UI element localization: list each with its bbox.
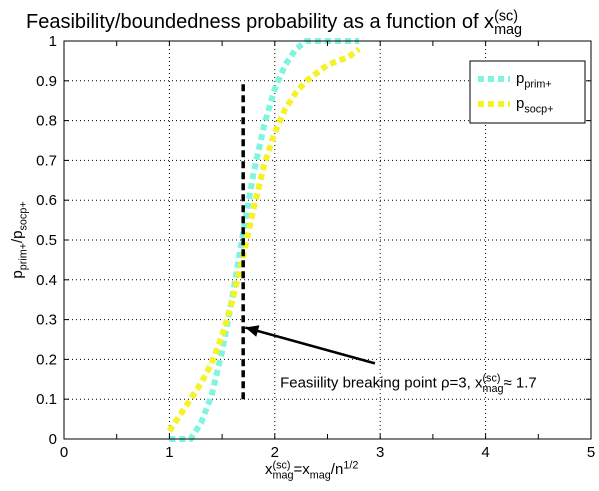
y-axis-label-part: p <box>9 270 26 278</box>
legend-box <box>469 60 586 124</box>
x-axis-label-part: 1/2 <box>343 459 358 471</box>
annotation-arrow-shaft <box>244 326 376 365</box>
y-axis-label-part: socp+ <box>18 201 30 230</box>
y-tick-label: 0 <box>49 431 57 448</box>
annotation-group: Feasiility breaking point ρ=3, x(sc) mag≈… <box>244 325 537 395</box>
legend-label-socp+: psocp+ <box>516 95 553 116</box>
axis-labels: 0 1 2 3 4 500.10.20.30.40.50.60.70.80.91x(sc)… <box>9 33 595 482</box>
y-tick-label: 0.9 <box>36 73 57 90</box>
y-tick-label: 0.4 <box>36 272 57 289</box>
x-axis-label-part: mag <box>310 470 331 482</box>
legend: pprim+psocp+ <box>469 60 586 124</box>
legend-label-prim+-part: prim+ <box>524 79 551 91</box>
y-tick-label: 0.3 <box>36 312 57 329</box>
x-axis-label-part: mag <box>273 470 294 482</box>
x-axis-label: x(sc) mag=xmag/n1/2 <box>265 459 358 481</box>
x-tick-label: 5 <box>587 444 595 461</box>
chart-title-part: Feasibility/boundedness probability as a… <box>26 11 494 33</box>
x-tick-label: 1 <box>165 444 173 461</box>
y-tick-label: 1 <box>49 33 57 50</box>
axis-ticks <box>63 40 592 440</box>
x-axis-label-part: =x <box>294 461 311 478</box>
legend-label-prim+-part: p <box>516 70 524 87</box>
y-tick-label: 0.2 <box>36 351 57 368</box>
x-tick-label: 3 <box>376 444 384 461</box>
chart-title: Feasibility/boundedness probability as a… <box>26 8 522 38</box>
y-axis-label-part: /p <box>9 230 26 243</box>
annotation-text-part: mag <box>482 383 503 395</box>
y-axis-label: pprim+/psocp+ <box>9 201 30 278</box>
annotation-text-part: ≈ 1.7 <box>503 374 536 391</box>
y-tick-label: 0.5 <box>36 232 57 249</box>
x-tick-label: 4 <box>481 444 489 461</box>
chart-title-part: mag <box>494 22 522 38</box>
x-tick-label: 2 <box>271 444 279 461</box>
chart-title-part: (sc) <box>494 8 518 24</box>
x-tick-label: 0 <box>60 444 68 461</box>
y-axis-label-part: prim+ <box>18 243 30 270</box>
legend-label-socp+-part: p <box>516 95 524 112</box>
y-tick-label: 0.6 <box>36 192 57 209</box>
annotation-text-part: (sc) <box>482 373 500 385</box>
y-tick-label: 0.8 <box>36 113 57 130</box>
x-axis-label-part: /n <box>331 461 344 478</box>
chart-title-group: Feasibility/boundedness probability as a… <box>26 8 522 38</box>
x-axis-label-part: x <box>265 461 273 478</box>
annotation-text: Feasiility breaking point ρ=3, x(sc) mag≈… <box>280 373 537 395</box>
legend-label-socp+-part: socp+ <box>524 104 553 116</box>
series-line-socp+ <box>166 46 361 433</box>
y-tick-label: 0.1 <box>36 391 57 408</box>
annotation-arrow-head <box>245 325 260 337</box>
legend-label-prim+: pprim+ <box>516 70 552 91</box>
annotation-text-part: Feasiility breaking point ρ=3, x <box>280 374 483 391</box>
y-tick-label: 0.7 <box>36 152 57 169</box>
x-axis-label-part: (sc) <box>273 459 291 471</box>
